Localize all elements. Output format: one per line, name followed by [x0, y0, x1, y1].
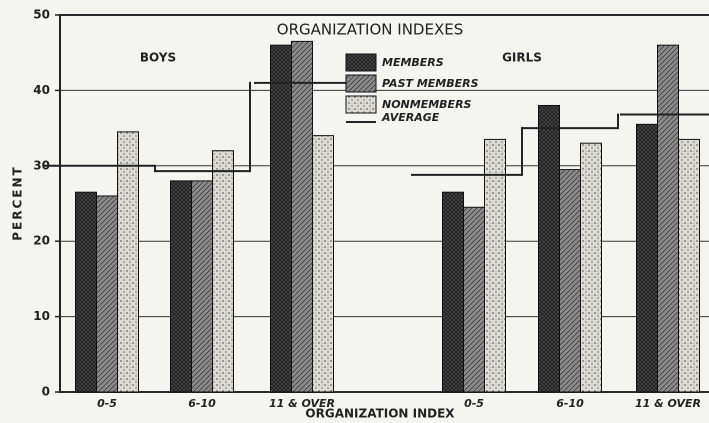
group-label: GIRLS	[502, 51, 542, 65]
bar	[559, 169, 581, 393]
x-axis-label: ORGANIZATION INDEX	[305, 407, 455, 421]
bar	[538, 104, 560, 393]
x-tick-label: 6-10	[556, 397, 584, 410]
bar	[678, 138, 700, 393]
plot-frame	[59, 14, 709, 393]
legend-swatch	[345, 74, 377, 93]
bar	[657, 44, 679, 393]
y-tick-label: 30	[33, 158, 50, 172]
bar	[580, 142, 602, 393]
bar	[291, 40, 313, 393]
bar	[312, 135, 334, 393]
bar	[170, 180, 192, 393]
chart-title: ORGANIZATION INDEXES	[277, 21, 463, 39]
legend-label: MEMBERS	[382, 56, 444, 69]
bar	[636, 123, 658, 393]
legend-swatch	[345, 53, 377, 72]
bar	[117, 131, 139, 393]
bar	[270, 44, 292, 393]
y-tick-label: 50	[33, 8, 50, 22]
group-label: BOYS	[140, 51, 176, 65]
bar	[191, 180, 213, 393]
bar	[96, 195, 118, 393]
legend-label: PAST MEMBERS	[382, 77, 479, 90]
y-tick-label: 0	[42, 385, 50, 399]
x-tick-label: 0-5	[464, 397, 484, 410]
x-tick-label: 6-10	[188, 397, 216, 410]
y-tick-label: 40	[33, 83, 50, 97]
bar	[463, 206, 485, 393]
x-tick-label: 11 & OVER	[635, 397, 701, 410]
legend-label: AVERAGE	[381, 111, 440, 124]
bar	[212, 150, 234, 393]
legend-swatch	[345, 95, 377, 114]
y-axis-label: PERCENT	[11, 165, 25, 240]
bar	[484, 138, 506, 393]
y-tick-label: 10	[33, 309, 50, 323]
bar	[442, 191, 464, 393]
x-tick-label: 11 & OVER	[269, 397, 335, 410]
x-tick-label: 0-5	[97, 397, 117, 410]
y-tick-label: 20	[33, 234, 50, 248]
bar	[75, 191, 97, 393]
legend-label: NONMEMBERS	[382, 98, 472, 111]
